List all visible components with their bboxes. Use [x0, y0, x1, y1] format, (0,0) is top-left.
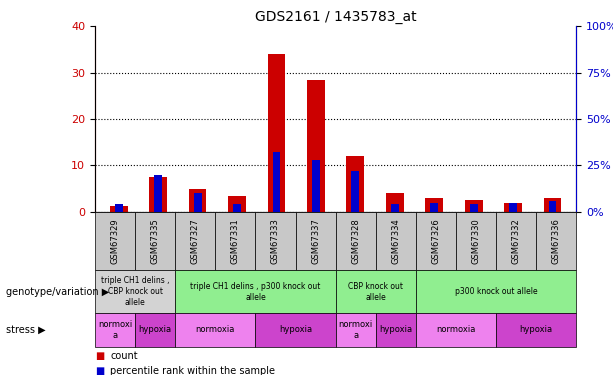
Text: hypoxia: hypoxia [379, 326, 413, 334]
Bar [351, 171, 359, 212]
Text: triple CH1 delins , p300 knock out
allele: triple CH1 delins , p300 knock out allel… [190, 282, 321, 302]
Text: hypoxia: hypoxia [279, 326, 312, 334]
Bar [391, 204, 398, 212]
Bar [149, 177, 167, 212]
Bar [307, 80, 325, 212]
Text: genotype/variation ▶: genotype/variation ▶ [6, 286, 109, 297]
Text: ■: ■ [95, 351, 104, 361]
Text: normoxia: normoxia [196, 326, 235, 334]
Bar [425, 198, 443, 212]
Text: GSM67337: GSM67337 [311, 218, 320, 264]
Text: GSM67330: GSM67330 [471, 218, 481, 264]
Text: triple CH1 delins ,
CBP knock out
allele: triple CH1 delins , CBP knock out allele [101, 276, 169, 307]
Text: GSM67326: GSM67326 [432, 218, 440, 264]
Text: percentile rank within the sample: percentile rank within the sample [110, 366, 275, 375]
Bar [115, 204, 123, 212]
Text: GSM67334: GSM67334 [391, 218, 400, 264]
Text: GSM67327: GSM67327 [191, 218, 200, 264]
Bar [189, 189, 207, 212]
Bar [154, 175, 162, 212]
Text: count: count [110, 351, 138, 361]
Bar [544, 198, 562, 212]
Bar [110, 206, 128, 212]
Text: GSM67333: GSM67333 [271, 218, 280, 264]
Bar [233, 204, 241, 212]
Bar [549, 201, 557, 212]
Text: CBP knock out
allele: CBP knock out allele [348, 282, 403, 302]
Bar [430, 202, 438, 212]
Text: stress ▶: stress ▶ [6, 325, 46, 335]
Text: GSM67336: GSM67336 [552, 218, 561, 264]
Text: GSM67332: GSM67332 [512, 218, 520, 264]
Text: normoxia: normoxia [436, 326, 476, 334]
Bar [312, 160, 320, 212]
Text: p300 knock out allele: p300 knock out allele [455, 287, 538, 296]
Bar [228, 196, 246, 212]
Text: GSM67328: GSM67328 [351, 218, 360, 264]
Text: normoxi
a: normoxi a [98, 320, 132, 340]
Bar [470, 204, 478, 212]
Text: hypoxia: hypoxia [520, 326, 553, 334]
Title: GDS2161 / 1435783_at: GDS2161 / 1435783_at [255, 10, 416, 24]
Bar [386, 194, 403, 212]
Bar [273, 153, 280, 212]
Bar [194, 194, 202, 212]
Text: ■: ■ [95, 366, 104, 375]
Text: hypoxia: hypoxia [139, 326, 172, 334]
Bar [346, 156, 364, 212]
Bar [465, 200, 482, 212]
Bar [509, 202, 517, 212]
Bar [504, 202, 522, 212]
Text: GSM67329: GSM67329 [110, 218, 120, 264]
Text: GSM67331: GSM67331 [231, 218, 240, 264]
Text: GSM67335: GSM67335 [151, 218, 159, 264]
Text: normoxi
a: normoxi a [338, 320, 373, 340]
Bar [268, 54, 285, 212]
